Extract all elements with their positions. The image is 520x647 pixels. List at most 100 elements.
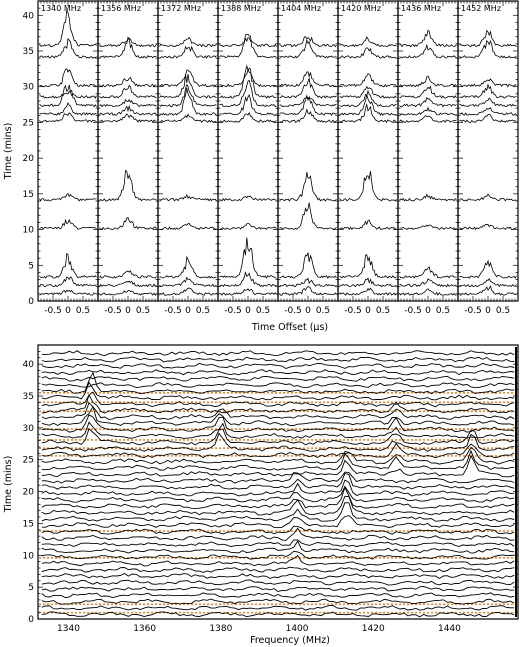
pulse-trace: [99, 269, 157, 279]
panel-7: 1436 MHz: [397, 0, 459, 302]
pulse-trace: [39, 102, 97, 116]
spectrum-trace: [41, 605, 515, 611]
spectrum-trace: [41, 371, 515, 395]
panel-3: 1372 MHz: [157, 0, 219, 302]
pulse-trace: [39, 289, 97, 296]
pulse-trace: [399, 224, 457, 231]
y-tick-label: 30: [23, 83, 35, 93]
pulse-trace: [159, 193, 217, 202]
pulse-trace: [219, 195, 277, 202]
spectrum-trace: [41, 382, 515, 389]
pulse-trace: [279, 286, 337, 296]
x-tick-label: -0.5: [344, 306, 362, 316]
bottom-waterfall-plot: [37, 344, 519, 620]
x-tick-label: 0.5: [76, 306, 90, 316]
pulse-trace: [339, 47, 397, 59]
spectrum-trace: [41, 592, 515, 599]
pulse-trace: [39, 84, 97, 108]
x-tick-label: 0.5: [136, 306, 150, 316]
x-tick-label: 0.5: [376, 306, 390, 316]
pulse-trace: [459, 278, 517, 288]
pulse-trace: [339, 277, 397, 288]
spectrum-trace: [41, 485, 515, 503]
pulse-trace: [219, 288, 277, 296]
panel-title: 1420 MHz: [341, 4, 381, 13]
spectrum-trace: [41, 401, 515, 420]
panel-title: 1356 MHz: [101, 4, 141, 13]
x-tick-label: -0.5: [404, 306, 422, 316]
pulse-trace: [159, 87, 217, 116]
y-tick-label: 25: [23, 456, 34, 466]
pulse-trace: [99, 84, 157, 99]
pulse-trace: [159, 69, 217, 88]
pulse-trace: [99, 216, 157, 230]
pulse-trace: [399, 85, 457, 99]
top-x-axis-label: Time Offset (μs): [251, 322, 328, 333]
pulse-trace: [39, 8, 97, 48]
pulse-trace: [219, 237, 277, 279]
y-tick-label: 15: [23, 190, 34, 200]
pulse-trace: [219, 79, 277, 108]
y-tick-label: 0: [28, 297, 34, 307]
pulse-trace: [399, 288, 457, 296]
y-tick-label: 35: [23, 392, 34, 402]
pulse-trace: [99, 37, 157, 48]
spectrum-trace: [41, 442, 515, 459]
pulse-trace: [279, 202, 337, 230]
x-tick-label: 0.5: [316, 306, 330, 316]
x-tick-label: 0.5: [256, 306, 270, 316]
pulse-trace: [279, 108, 337, 123]
pulse-trace: [279, 277, 337, 288]
pulse-trace: [99, 36, 157, 59]
pulse-trace: [279, 71, 337, 88]
pulse-trace: [339, 219, 397, 231]
spectrum-trace: [41, 515, 515, 529]
pulse-trace: [99, 169, 157, 202]
spectrum-trace: [41, 527, 515, 541]
spectrum-trace: [41, 375, 515, 382]
pulse-trace: [399, 43, 457, 59]
panel-title: 1452 MHz: [461, 4, 501, 13]
spectrum-trace: [41, 540, 515, 554]
x-tick-label: 0: [425, 306, 431, 316]
spectrum-trace: [41, 586, 515, 592]
panel-4: 1388 MHz: [217, 0, 279, 302]
pulse-trace: [459, 78, 517, 88]
y-tick-label: 40: [23, 360, 35, 370]
pulse-trace: [99, 113, 157, 124]
panel-8: 1452 MHz: [457, 0, 519, 302]
pulse-trace: [159, 74, 217, 99]
pulse-trace: [339, 287, 397, 296]
pulse-trace: [159, 255, 217, 279]
x-tick-label: -0.5: [224, 306, 242, 316]
x-tick-label: -0.5: [44, 306, 62, 316]
x-tick-label: 1420: [362, 624, 385, 634]
x-tick-label: 1440: [438, 624, 461, 634]
pulse-trace: [279, 38, 337, 59]
pulse-trace: [99, 76, 157, 88]
x-tick-label: -0.5: [164, 306, 182, 316]
pulse-trace: [459, 113, 517, 123]
pulse-trace: [339, 85, 397, 99]
y-tick-label: 35: [23, 47, 34, 57]
panel-1: 1340 MHz: [37, 0, 99, 302]
pulse-trace: [399, 115, 457, 123]
pulse-trace: [159, 45, 217, 59]
spectrum-trace: [41, 550, 515, 560]
x-tick-label: 0: [485, 306, 491, 316]
pulse-trace: [339, 93, 397, 117]
pulse-trace: [159, 83, 217, 108]
pulse-trace: [399, 75, 457, 88]
pulse-trace: [219, 223, 277, 230]
panel-title: 1340 MHz: [41, 4, 81, 13]
panel-5: 1404 MHz: [277, 0, 339, 302]
pulse-trace: [339, 73, 397, 88]
pulse-trace: [99, 98, 157, 108]
spectrum-trace: [41, 454, 515, 478]
pulse-trace: [99, 289, 157, 296]
bottom-frame: [37, 344, 519, 620]
spectrum-trace: [41, 579, 515, 586]
x-tick-label: 1380: [209, 624, 232, 634]
spectrum-trace: [41, 502, 515, 522]
x-tick-label: -0.5: [464, 306, 482, 316]
